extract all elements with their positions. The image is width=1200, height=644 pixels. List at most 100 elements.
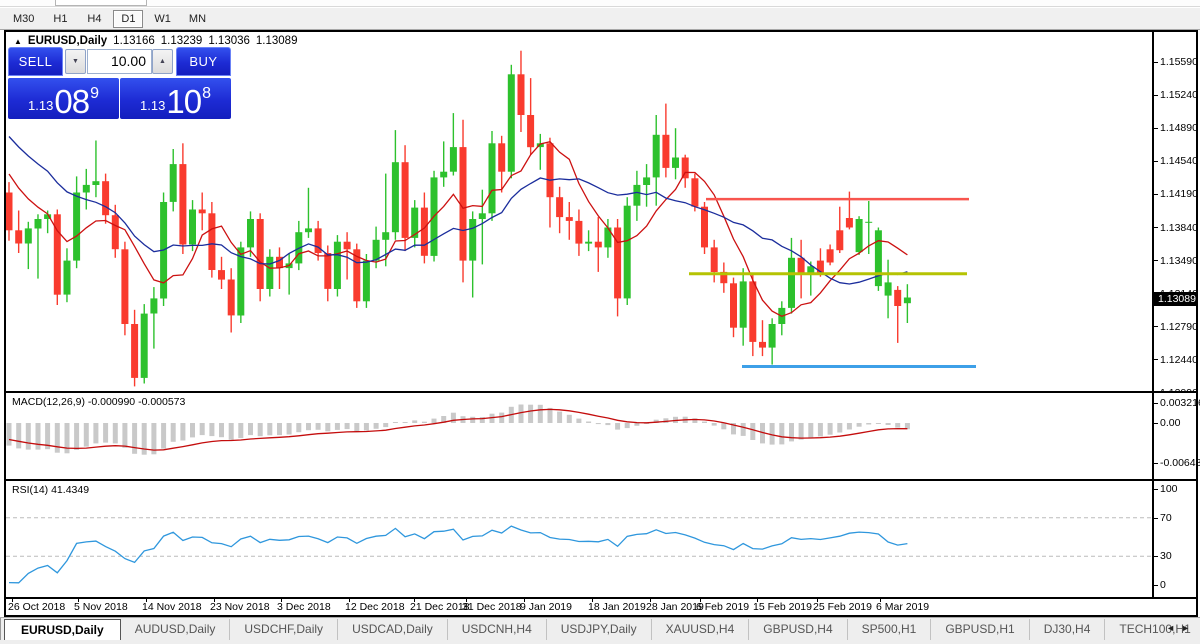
- sell-button[interactable]: SELL: [8, 47, 63, 76]
- tab-grip[interactable]: [0, 618, 1, 640]
- rsi-label: RSI(14) 41.4349: [12, 484, 90, 496]
- symbol-tab-xauusd-h4[interactable]: XAUUSD,H4: [652, 619, 750, 640]
- date-axis-label: 26 Oct 2018: [8, 601, 66, 613]
- symbol-tab-eurusd-daily[interactable]: EURUSD,Daily: [4, 619, 121, 640]
- symbol-tab-tech100-h1[interactable]: TECH100,H1: [1105, 619, 1200, 640]
- price-chart[interactable]: [6, 32, 1152, 391]
- macd-axis[interactable]: 0.003216 0.00 -0.006485: [1152, 393, 1200, 479]
- date-axis-label: 25 Feb 2019: [813, 601, 872, 613]
- tab-scroll-right-icon[interactable]: ►: [1181, 623, 1196, 633]
- price-axis-label: 1.14190: [1160, 188, 1198, 201]
- price-tick: [1154, 160, 1158, 162]
- date-tick: [757, 599, 758, 602]
- symbol-tab-usdjpy-daily[interactable]: USDJPY,Daily: [547, 619, 652, 640]
- date-axis-label: 9 Jan 2019: [520, 601, 572, 613]
- volume-increase-button[interactable]: ▲: [152, 49, 173, 74]
- rsi-axis-label: 70: [1160, 511, 1172, 524]
- volume-input[interactable]: 10.00: [87, 49, 152, 74]
- macd-signal-line: [8, 408, 908, 451]
- timeframe-toolbar: M30 H1 H4 D1 W1 MN: [0, 8, 1200, 30]
- macd-tick: [1154, 463, 1158, 465]
- symbol-tab-usdcad-daily[interactable]: USDCAD,Daily: [338, 619, 448, 640]
- symbol-tab-usdcnh-h4[interactable]: USDCNH,H4: [448, 619, 547, 640]
- price-tick: [1154, 127, 1158, 129]
- timeframe-button-d1[interactable]: D1: [113, 9, 144, 28]
- date-tick: [592, 599, 593, 602]
- rsi-axis-label: 30: [1160, 550, 1172, 563]
- rsi-line: [8, 525, 908, 584]
- date-tick: [78, 599, 79, 602]
- price-axis-label: 1.12790: [1160, 320, 1198, 333]
- ohlc-close: 1.13089: [255, 35, 298, 47]
- timeframe-button-h1[interactable]: H1: [53, 12, 68, 25]
- date-tick: [524, 599, 525, 602]
- date-tick: [817, 599, 818, 602]
- symbol-tab-gbpusd-h1[interactable]: GBPUSD,H1: [931, 619, 1030, 640]
- tab-scroll-left-icon[interactable]: ◄: [1166, 623, 1182, 633]
- date-axis[interactable]: 26 Oct 2018 5 Nov 2018 14 Nov 2018 23 Nov 2…: [6, 597, 1196, 613]
- price-tick: [1154, 193, 1158, 195]
- date-tick: [12, 599, 13, 602]
- symbol-tab-audusd-daily[interactable]: AUDUSD,Daily: [121, 619, 231, 640]
- price-tick: [1154, 359, 1158, 361]
- timeframe-button-w1[interactable]: W1: [154, 12, 171, 25]
- price-axis-label: 1.13840: [1160, 221, 1198, 234]
- price-axis-label: 1.15240: [1160, 89, 1198, 102]
- price-tick: [1154, 94, 1158, 96]
- price-axis-label: 1.14540: [1160, 155, 1198, 168]
- symbol-tab-usdchf-daily[interactable]: USDCHF,Daily: [230, 619, 339, 640]
- date-axis-label: 15 Feb 2019: [753, 601, 812, 613]
- macd-axis-label: 0.00: [1160, 417, 1181, 429]
- macd-tick: [1154, 423, 1158, 424]
- tab-scroll-arrows[interactable]: ◄►: [1166, 623, 1196, 633]
- ohlc-high: 1.13239: [160, 35, 203, 47]
- buy-price-prefix: 1.13: [140, 98, 166, 113]
- date-axis-label: 28 Jan 2019: [646, 601, 704, 613]
- buy-price-pip: 8: [202, 85, 211, 102]
- timeframe-button-m30[interactable]: M30: [13, 12, 35, 25]
- rsi-chart[interactable]: [6, 481, 1152, 597]
- slow-ma: [8, 136, 908, 285]
- date-tick: [414, 599, 415, 602]
- toolbar-stub: [55, 0, 147, 6]
- window-top-strip: [0, 0, 1200, 7]
- collapse-icon[interactable]: ▲: [14, 36, 22, 46]
- chart-tab-bar: EURUSD,Daily AUDUSD,Daily USDCHF,Daily USDC…: [0, 617, 1200, 644]
- price-tick: [1154, 227, 1158, 228]
- current-price-box: 1.13089: [1154, 291, 1196, 306]
- timeframe-button-mn[interactable]: MN: [188, 12, 207, 25]
- one-click-trade-panel: SELL ▼ 10.00 ▲ BUY 1.13 08 9 1.13 10 8: [7, 47, 239, 121]
- macd-label: MACD(12,26,9) -0.000990 -0.000573: [12, 396, 186, 408]
- rsi-axis[interactable]: 100 70 30 0: [1152, 481, 1196, 597]
- symbol-tab-dj30-h4[interactable]: DJ30,H4: [1030, 619, 1106, 640]
- date-tick: [281, 599, 282, 602]
- rsi-tick: [1154, 517, 1158, 519]
- date-axis-label: 23 Nov 2018: [210, 601, 270, 613]
- chart-tabs: EURUSD,Daily AUDUSD,Daily USDCHF,Daily USDC…: [4, 618, 1200, 640]
- date-axis-label: 14 Nov 2018: [142, 601, 202, 613]
- ohlc-low: 1.13036: [208, 35, 250, 47]
- date-tick: [349, 599, 350, 602]
- price-tick: [1154, 260, 1158, 262]
- price-axis[interactable]: 1.15590 1.15240 1.14890 1.14540 1.14190 1.138…: [1152, 32, 1198, 399]
- rsi-tick: [1154, 489, 1158, 490]
- chart-window[interactable]: ▲ EURUSD,Daily 1.13166 1.13239 1.13036 1…: [4, 30, 1200, 617]
- volume-decrease-button[interactable]: ▼: [65, 49, 86, 74]
- buy-price-button[interactable]: 1.13 10 8: [120, 78, 231, 119]
- date-axis-label: 5 Nov 2018: [74, 601, 128, 613]
- sell-price-prefix: 1.13: [28, 98, 54, 113]
- date-tick: [880, 599, 881, 602]
- price-axis-label: 1.13490: [1160, 254, 1198, 267]
- symbol-tab-sp500-h1[interactable]: SP500,H1: [848, 619, 932, 640]
- rsi-tick: [1154, 556, 1158, 558]
- rsi-tick: [1154, 585, 1158, 586]
- sell-price-button[interactable]: 1.13 08 9: [8, 78, 119, 119]
- buy-button[interactable]: BUY: [176, 47, 231, 76]
- symbol-tab-gbpusd-h4[interactable]: GBPUSD,H4: [749, 619, 848, 640]
- chart-title: ▲ EURUSD,Daily 1.13166 1.13239 1.13036 1…: [14, 35, 297, 47]
- chart-symbol: EURUSD,Daily: [27, 35, 108, 47]
- date-axis-label: 3 Dec 2018: [277, 601, 331, 613]
- timeframe-button-h4[interactable]: H4: [87, 12, 102, 25]
- macd-axis-label: -0.006485: [1160, 457, 1200, 470]
- macd-chart[interactable]: [6, 393, 1152, 479]
